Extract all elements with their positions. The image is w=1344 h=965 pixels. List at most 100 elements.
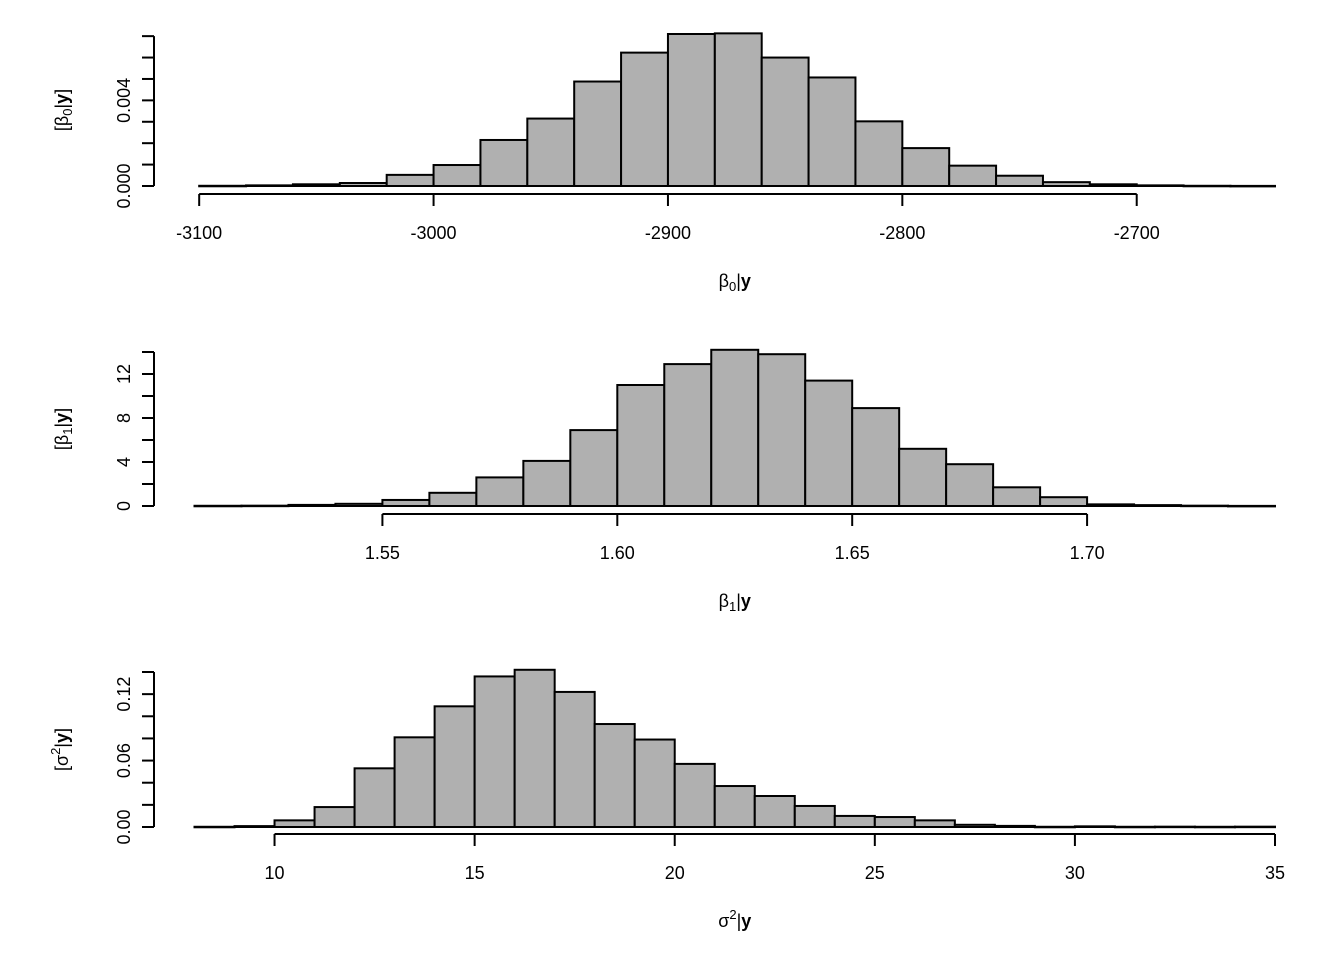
y-axis-title: [β1|y] (52, 408, 75, 450)
histogram-bar (1088, 183, 1138, 187)
histogram-bar (593, 723, 636, 828)
histogram-bar (569, 429, 619, 508)
histogram-bar (807, 76, 857, 187)
histogram-bar (1113, 825, 1156, 829)
y-tick-label: 0.06 (114, 743, 134, 778)
x-tick-label: 30 (1065, 863, 1085, 883)
histogram-bar (475, 476, 525, 507)
histogram-bar (1193, 825, 1236, 829)
histogram-bar (620, 51, 669, 187)
histogram-bar (1135, 184, 1185, 187)
y-tick-label: 0.004 (114, 78, 134, 123)
histogram-panel-1: 0.000 0.004 -3100 -3000 -2900 -2800 -2700 β0|y [… (52, 32, 1276, 294)
histogram-bar (666, 33, 716, 187)
histogram-bar (804, 379, 854, 508)
histogram-bar (233, 825, 276, 828)
histogram-bar (953, 823, 996, 828)
histogram-bar (633, 738, 676, 828)
y-axis-title: [σ2|y] (48, 728, 72, 771)
histogram-bar (1133, 504, 1183, 507)
histogram-bar (522, 459, 572, 507)
histogram-bar (198, 184, 248, 188)
histogram-bar (240, 504, 290, 508)
histogram-bar (616, 384, 666, 507)
histogram-bar (245, 184, 294, 187)
histogram-bar (1041, 181, 1091, 188)
histogram-panel-2: 0 4 8 12 1.55 1.60 1.65 1.70 β1|y [β1|y] (52, 348, 1276, 614)
histogram-bar (854, 120, 904, 187)
y-axis: 0.00 0.06 0.12 (114, 671, 155, 845)
histogram-bar (193, 825, 236, 829)
histogram-bar (433, 705, 476, 828)
histogram-bar (338, 182, 388, 188)
x-tick-label: 1.70 (1070, 543, 1105, 563)
histogram-bar (428, 491, 478, 507)
histogram-panel-3: 0.00 0.06 0.12 10 15 20 25 30 35 σ2|y [σ2|y] (48, 668, 1285, 931)
histogram-bar (901, 147, 951, 187)
histogram-bar (913, 819, 956, 828)
histogram-bar (385, 173, 435, 187)
histogram-bar (995, 174, 1044, 187)
histogram-bar (993, 824, 1036, 829)
y-tick-label: 0.12 (114, 677, 134, 712)
histogram-bar (1227, 504, 1276, 508)
histogram-bar (713, 785, 756, 828)
y-axis: 0.000 0.004 (114, 35, 155, 209)
x-tick-label: -2900 (645, 223, 691, 243)
histogram-bar (353, 767, 396, 828)
histogram-bar (663, 363, 713, 507)
histogram-bar (1086, 503, 1136, 508)
histogram-bar (313, 806, 356, 828)
histogram-bar (526, 117, 576, 187)
y-tick-label: 8 (114, 413, 134, 423)
histogram-bar (793, 804, 836, 829)
y-tick-label: 0.00 (114, 809, 134, 844)
y-tick-label: 0 (114, 501, 134, 511)
histogram-bar (1039, 496, 1089, 508)
histogram-bar (945, 463, 995, 508)
x-tick-label: -3100 (176, 223, 222, 243)
histogram-bar (753, 795, 796, 828)
histogram-bar (898, 447, 948, 507)
histogram-bar (273, 819, 316, 828)
x-tick-label: 35 (1265, 863, 1285, 883)
x-tick-label: 20 (665, 863, 685, 883)
histogram-bar (553, 690, 596, 829)
histogram-bar (992, 486, 1042, 507)
histogram-bar (1153, 825, 1196, 829)
histogram-bar (334, 502, 384, 507)
y-tick-label: 12 (114, 364, 134, 384)
histogram-bar (573, 80, 623, 187)
y-axis: 0 4 8 12 (114, 351, 155, 511)
x-tick-label: 1.65 (835, 543, 870, 563)
histogram-bar (851, 407, 901, 508)
histogram-bar (873, 816, 916, 828)
histogram-bar (1033, 825, 1076, 829)
histogram-bar (710, 348, 760, 507)
histogram-bar (833, 814, 876, 829)
x-tick-label: 1.60 (600, 543, 635, 563)
histogram-bar (381, 498, 431, 508)
histogram-bar (948, 164, 998, 187)
x-tick-label: -2700 (1114, 223, 1160, 243)
histogram-bar (1073, 825, 1116, 828)
x-tick-label: 15 (465, 863, 485, 883)
histogram-bar (713, 32, 763, 188)
x-axis: -3100 -3000 -2900 -2800 -2700 (176, 193, 1160, 243)
histogram-bar (393, 736, 436, 828)
x-axis: 10 15 20 25 30 35 (265, 833, 1285, 883)
histogram-bar (473, 675, 516, 829)
histogram-bar (193, 504, 243, 508)
histogram-bar (1182, 184, 1232, 188)
x-tick-label: 1.55 (365, 543, 400, 563)
y-axis-title: [β0|y] (52, 89, 75, 131)
x-axis-title: β0|y (719, 271, 751, 294)
x-axis-title: β1|y (719, 591, 751, 614)
x-tick-label: -3000 (411, 223, 457, 243)
histogram-bar (673, 762, 716, 829)
x-tick-label: 10 (265, 863, 285, 883)
histogram-bar (1180, 504, 1230, 508)
histogram-bar (432, 164, 482, 187)
